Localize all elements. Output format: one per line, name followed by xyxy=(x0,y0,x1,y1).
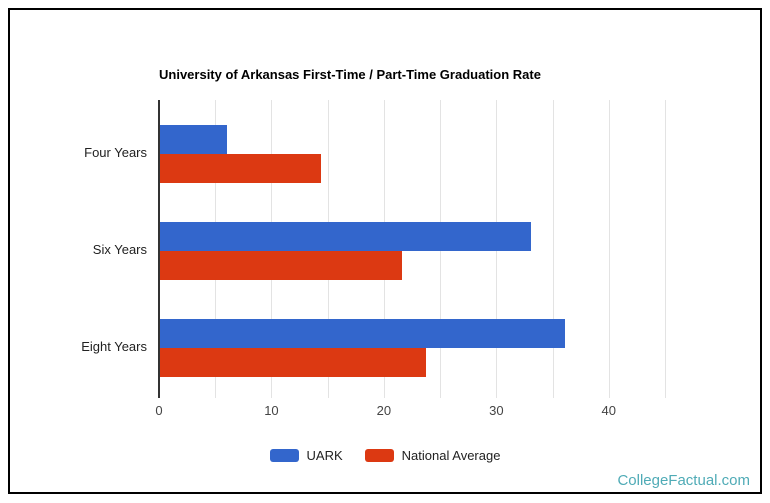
x-tick-label-10: 10 xyxy=(264,403,279,418)
footer-link[interactable]: CollegeFactual.com xyxy=(617,472,750,489)
bar-national-average-four-years xyxy=(160,153,321,183)
legend-swatch-uark xyxy=(269,449,299,462)
bar-national-average-six-years xyxy=(160,251,402,280)
category-label-four-years: Four Years xyxy=(84,144,147,160)
x-tick-label-20: 20 xyxy=(376,403,392,418)
category-label-six-years: Six Years xyxy=(92,242,147,257)
plot-area xyxy=(158,100,666,398)
x-tick-label-30: 30 xyxy=(489,403,504,418)
chart-title: University of Arkansas First-Time / Part… xyxy=(159,67,541,82)
bar-uark-four-years xyxy=(160,124,228,154)
x-tick-label-0: 0 xyxy=(155,403,163,418)
legend-item-uark: UARK xyxy=(269,448,343,463)
category-label-eight-years: Eight Years xyxy=(81,339,147,355)
gridline-45 xyxy=(665,100,666,398)
legend: UARK National Average xyxy=(10,448,760,463)
bar-uark-six-years xyxy=(160,222,532,251)
chart-frame: University of Arkansas First-Time / Part… xyxy=(8,8,762,494)
y-axis-line xyxy=(158,100,160,398)
legend-label-uark: UARK xyxy=(306,448,343,463)
legend-item-national-average: National Average xyxy=(364,448,501,463)
gridline-40 xyxy=(608,100,610,398)
x-tick-label-40: 40 xyxy=(601,403,616,418)
bar-uark-eight-years xyxy=(160,319,565,349)
gridline-35 xyxy=(552,100,554,398)
bar-national-average-eight-years xyxy=(160,348,427,378)
legend-label-national-average: National Average xyxy=(401,448,501,463)
legend-swatch-national-average xyxy=(364,449,394,462)
